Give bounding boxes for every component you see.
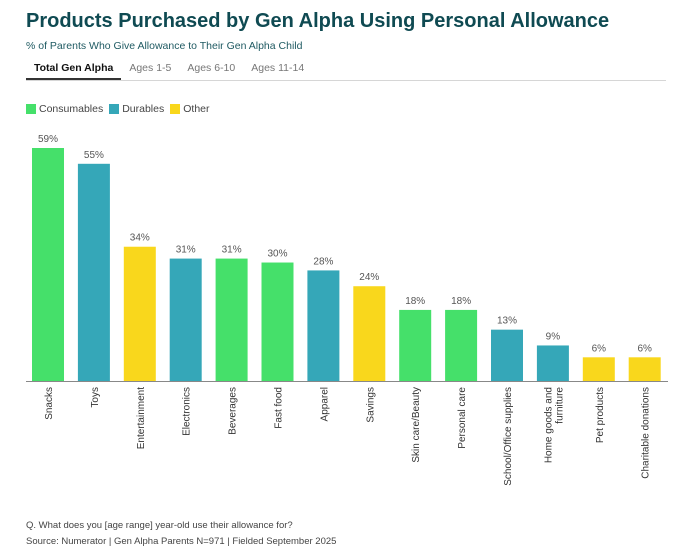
bar[interactable] [32,148,64,381]
tab-ages-11-14[interactable]: Ages 11-14 [251,62,305,74]
legend-label: Durables [122,103,165,115]
legend-item-other[interactable]: Other [170,103,210,115]
bar[interactable] [353,286,386,381]
legend-item-durables[interactable]: Durables [109,103,164,115]
x-tick-label: Beverages [228,387,239,435]
data-label: 59% [38,134,58,145]
legend-swatch [26,104,36,114]
bar[interactable] [169,258,202,381]
data-label: 6% [637,343,652,354]
data-label: 24% [359,272,379,283]
footer-source: Source: Numerator | Gen Alpha Parents N=… [26,536,337,547]
legend-item-consumables[interactable]: Consumables [26,103,103,115]
bar[interactable] [123,246,156,381]
data-label: 30% [267,249,287,260]
bar[interactable] [215,258,248,381]
x-tick-label: Personal care [457,387,468,449]
x-tick-label: Snacks [44,387,55,420]
bar[interactable] [445,309,478,381]
x-tick-label: Pet products [595,387,606,443]
x-tick-label: Electronics [182,387,193,436]
chart-subtitle: % of Parents Who Give Allowance to Their… [26,40,303,52]
tab-total-gen-alpha[interactable]: Total Gen Alpha [26,60,122,80]
legend-swatch [170,104,181,114]
legend-label: Consumables [39,103,104,115]
footer: Q. What does you [age range] year-old us… [26,518,336,550]
x-tick-label: Home goods and [543,387,554,463]
age-tabs: Total Gen Alpha Ages 1-5 Ages 6-10 Ages … [26,60,666,81]
data-label: 34% [130,233,150,244]
bar[interactable] [307,270,340,381]
chart-title: Products Purchased by Gen Alpha Using Pe… [26,10,610,32]
bar[interactable] [261,262,294,381]
legend: Consumables Durables Other [26,103,210,115]
data-label: 18% [405,296,425,307]
bar[interactable] [77,163,110,381]
data-label: 13% [497,316,517,327]
bar[interactable] [536,345,569,381]
bar[interactable] [628,357,661,381]
x-tick-label: Savings [365,387,376,423]
data-label: 31% [176,245,196,256]
x-tick-label: Entertainment [136,387,147,449]
x-tick-label: School/Office supplies [503,387,514,486]
data-label: 28% [313,256,333,267]
legend-swatch [109,104,120,114]
x-tick-label: Toys [90,387,101,408]
x-tick-label: Apparel [319,387,330,421]
data-label: 9% [546,331,561,342]
x-tick-label: Fast food [274,387,285,429]
x-tick-label: Charitable donations [641,387,652,479]
data-label: 31% [222,245,242,256]
bar[interactable] [582,357,615,381]
x-tick-label: Skin care/Beauty [411,387,422,463]
tab-ages-1-5[interactable]: Ages 1-5 [129,62,172,74]
x-tick-label: furniture [554,387,565,424]
bar[interactable] [399,309,432,381]
data-label: 55% [84,150,104,161]
footer-question: Q. What does you [age range] year-old us… [26,520,293,531]
legend-label: Other [183,103,210,115]
data-label: 6% [592,343,607,354]
data-label: 18% [451,296,471,307]
tab-ages-6-10[interactable]: Ages 6-10 [187,62,236,74]
bar[interactable] [491,329,523,381]
